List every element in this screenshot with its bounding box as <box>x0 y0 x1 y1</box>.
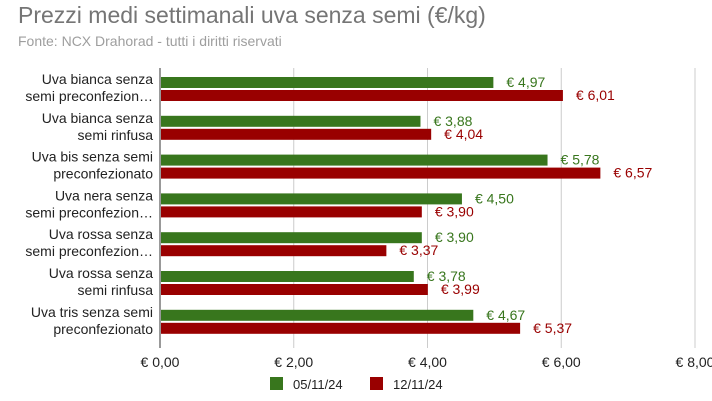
chart-title: Prezzi medi settimanali uva senza semi (… <box>18 2 486 28</box>
category-label: Uva nera senza semi preconfezion… <box>25 187 153 220</box>
category-label: Uva rossa senza semi rinfusa <box>49 265 153 298</box>
data-label: € 5,37 <box>533 320 572 336</box>
bar-series-2 <box>161 167 601 179</box>
bar-series-2 <box>161 206 422 218</box>
category-label: Uva tris senza semi preconfezionato <box>31 304 153 337</box>
data-label: € 4,67 <box>486 307 525 323</box>
bar-series-1 <box>161 271 414 282</box>
bar-series-1 <box>161 77 494 88</box>
x-tick-label: € 8,00 <box>676 354 712 370</box>
legend-label: 05/11/24 <box>293 377 343 392</box>
category-label: Uva bianca senza semi preconfezion… <box>25 71 153 104</box>
data-label: € 3,90 <box>435 203 474 219</box>
bar-series-1 <box>161 309 474 321</box>
bar-series-2 <box>161 284 428 295</box>
category-label: Uva bis senza semi preconfezionato <box>32 149 154 182</box>
data-label: € 4,97 <box>506 74 545 90</box>
data-label: € 3,99 <box>441 281 480 297</box>
bar-series-1 <box>161 232 422 244</box>
legend-label: 12/11/24 <box>393 377 443 392</box>
bar-series-1 <box>161 115 421 127</box>
category-label: Uva bianca senza semi rinfusa <box>42 110 154 143</box>
bar-series-2 <box>161 322 521 334</box>
data-label: € 3,37 <box>399 242 438 258</box>
x-tick-label: € 2,00 <box>274 354 313 370</box>
data-label: € 4,50 <box>475 190 514 206</box>
x-tick-label: € 6,00 <box>542 354 581 370</box>
legend-swatch <box>370 377 383 390</box>
chart-subtitle: Fonte: NCX Drahorad - tutti i diritti ri… <box>18 33 282 49</box>
bar-series-1 <box>161 154 548 166</box>
x-tick-label: € 0,00 <box>141 354 180 370</box>
bar-series-2 <box>161 245 387 257</box>
x-tick-label: € 4,00 <box>408 354 447 370</box>
category-label: Uva rossa senza semi preconfezion… <box>25 226 153 259</box>
bar-series-1 <box>161 193 462 205</box>
legend-swatch <box>270 377 283 390</box>
data-label: € 6,57 <box>613 165 652 181</box>
data-label: € 4,04 <box>444 126 483 142</box>
data-label: € 5,78 <box>561 152 600 168</box>
data-label: € 3,88 <box>433 113 472 129</box>
bar-series-2 <box>161 128 432 140</box>
data-label: € 3,90 <box>435 229 474 245</box>
data-label: € 3,78 <box>427 268 466 284</box>
data-label: € 6,01 <box>576 87 615 103</box>
bar-series-2 <box>161 90 563 101</box>
